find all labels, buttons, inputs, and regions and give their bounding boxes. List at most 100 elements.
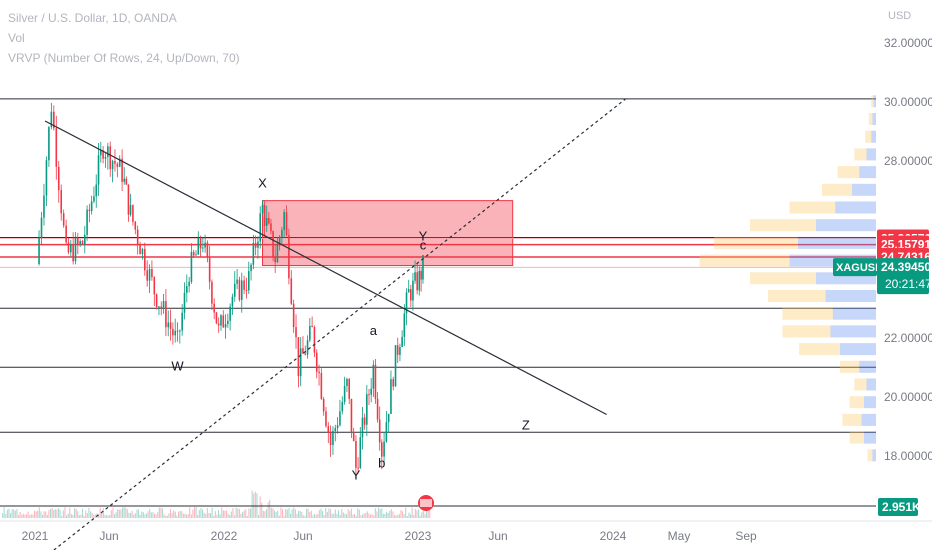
volume-bar <box>374 508 376 518</box>
volume-bar <box>122 507 124 518</box>
volume-profile-up-bar <box>699 254 790 267</box>
volume-bar <box>373 515 375 518</box>
volume-bar <box>16 508 18 518</box>
price-axis-tick: 30.00000 <box>884 95 932 109</box>
candle-body <box>57 166 60 191</box>
volume-bar <box>286 509 288 518</box>
time-axis-tick: 2024 <box>600 529 627 543</box>
candle-body <box>227 320 229 325</box>
volume-bar <box>195 507 197 518</box>
volume-bar <box>133 514 135 518</box>
candle-body <box>50 111 53 128</box>
volume-bar <box>178 511 180 518</box>
candle-body <box>132 205 134 222</box>
volume-bar <box>232 508 234 518</box>
candle-body <box>125 178 128 185</box>
candle-body <box>247 271 250 291</box>
candle-body <box>283 212 285 231</box>
volume-bar <box>99 507 101 518</box>
candle-body <box>363 417 366 425</box>
candle-body <box>405 292 408 314</box>
volume-bar <box>157 512 159 518</box>
volume-profile-up-bar <box>782 307 833 320</box>
volume-bar <box>387 513 389 518</box>
candle-body <box>148 268 151 281</box>
volume-bar <box>355 515 357 518</box>
volume-bar <box>45 511 47 518</box>
volume-profile-up-bar <box>750 219 816 232</box>
candle-body <box>302 348 304 354</box>
volume-bar <box>66 515 68 518</box>
volume-bar <box>22 513 24 518</box>
candle-body <box>332 431 334 446</box>
candle-body <box>374 364 377 399</box>
symbol-tag-text: XAGUSD <box>836 262 883 274</box>
volume-profile-down-bar <box>798 236 876 249</box>
time-axis-tick: Jun <box>293 529 312 543</box>
volume-bar <box>37 510 39 518</box>
volume-bar <box>181 511 183 518</box>
candle-body <box>392 379 395 387</box>
candle-body <box>306 340 309 355</box>
volume-bar <box>147 511 149 518</box>
volume-bar <box>50 508 52 518</box>
candle-body <box>143 248 146 271</box>
candle-body <box>224 324 227 328</box>
ascending-dotted-line[interactable] <box>35 98 627 550</box>
supply-zone-rect[interactable] <box>262 200 514 267</box>
volume-profile-down-bar <box>866 148 876 161</box>
symbol-tag-box[interactable] <box>833 258 877 277</box>
candle-body <box>341 401 344 412</box>
descending-trend-line[interactable] <box>44 120 607 416</box>
last-price-box[interactable] <box>877 258 929 295</box>
volume-bar <box>310 510 312 518</box>
volume-bar <box>128 512 130 518</box>
volume-bar <box>42 514 44 518</box>
volume-bar <box>366 511 368 518</box>
time-axis-tick: Jun <box>99 529 118 543</box>
candle-body <box>81 241 84 245</box>
price-axis-tick: 20.00000 <box>884 390 932 404</box>
candle-body <box>222 315 225 328</box>
volume-profile-up-bar <box>799 343 840 356</box>
candle-body <box>403 313 406 337</box>
candle-body <box>401 336 403 347</box>
volume-bar <box>144 514 146 518</box>
volume-bar <box>317 514 319 518</box>
volume-bar <box>131 510 133 518</box>
volume-bar <box>341 509 343 518</box>
volume-bar <box>34 510 36 518</box>
volume-bar <box>283 515 285 518</box>
volume-bar <box>154 513 156 518</box>
volume-bar <box>101 512 103 518</box>
volume-bar <box>278 515 280 518</box>
candle-body <box>394 345 397 387</box>
volume-bar <box>61 515 63 518</box>
candle-body <box>357 467 359 469</box>
volume-profile-up-bar <box>854 378 867 391</box>
volume-label-box[interactable] <box>878 498 918 516</box>
volume-bar <box>282 509 284 518</box>
volume-bar <box>6 509 8 518</box>
volume-bar <box>411 507 413 518</box>
volume-bar <box>362 514 364 518</box>
volume-bar <box>168 513 170 518</box>
volume-bar <box>5 514 7 518</box>
volume-bar <box>221 507 223 518</box>
volume-bar <box>14 510 16 518</box>
volume-bar <box>104 514 106 518</box>
volume-bar <box>150 512 152 518</box>
candle-body <box>190 252 193 282</box>
volume-profile-down-bar <box>840 343 876 356</box>
volume-profile-down-bar <box>864 396 876 409</box>
candle-body <box>339 411 341 426</box>
volume-bar <box>402 511 404 518</box>
volume-bar <box>194 507 196 518</box>
candle-body <box>278 237 281 245</box>
volume-bar <box>269 499 271 518</box>
wave-label-w: W <box>171 358 184 373</box>
volume-profile-up-bar <box>822 183 852 196</box>
volume-bar <box>363 513 365 518</box>
